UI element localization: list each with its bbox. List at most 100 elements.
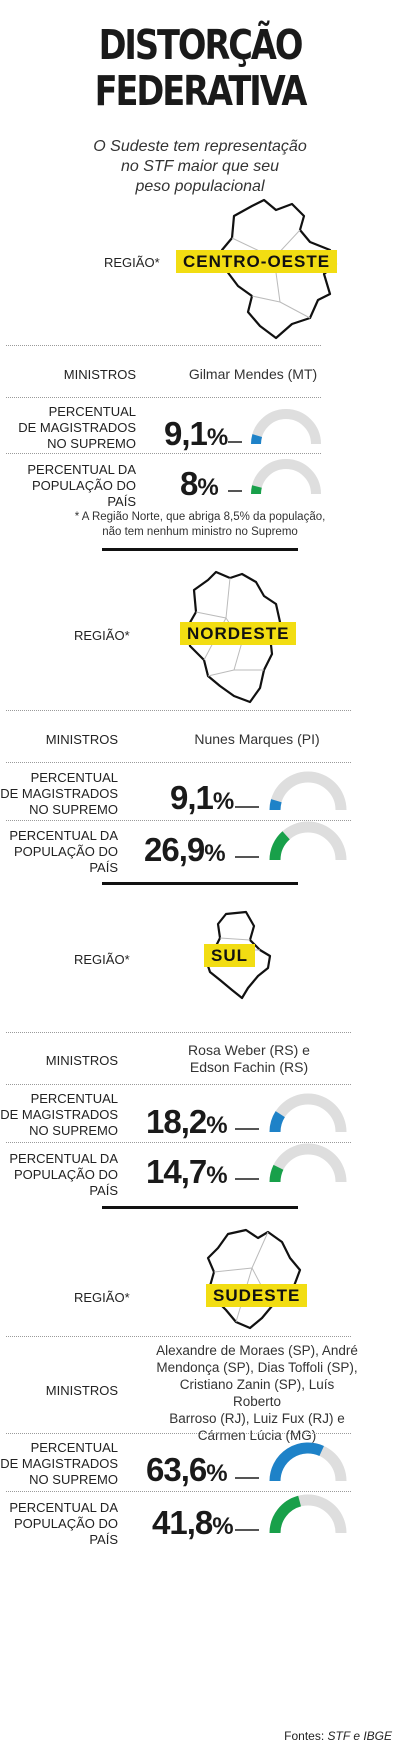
divider bbox=[6, 1491, 351, 1492]
magistrates-value: 9,1 bbox=[170, 779, 214, 816]
minister-line: Alexandre de Moraes (SP), André bbox=[156, 1343, 358, 1358]
percent-symbol: % bbox=[206, 1460, 227, 1487]
population-gauge bbox=[264, 1140, 354, 1191]
population-label-line: PERCENTUAL DA bbox=[9, 1500, 118, 1515]
magistrates-value: 9,1 bbox=[164, 415, 208, 452]
magistrates-gauge-value-arc bbox=[251, 434, 263, 445]
minister-names: Nunes Marques (PI) bbox=[182, 731, 332, 748]
leader-line bbox=[235, 1477, 259, 1479]
population-gauge bbox=[247, 454, 327, 504]
magistrates-gauge-value-arc bbox=[269, 1111, 286, 1133]
percent-symbol: % bbox=[204, 840, 225, 867]
ministers-label: MINISTROS bbox=[45, 1383, 118, 1398]
magistrates-gauge bbox=[264, 1090, 354, 1141]
magistrates-gauge bbox=[264, 768, 354, 819]
population-label: PERCENTUAL DA POPULAÇÃO DO PAÍS bbox=[0, 1500, 118, 1548]
minister-names: Gilmar Mendes (MT) bbox=[178, 366, 328, 383]
population-label: PERCENTUAL DA POPULAÇÃO DO PAÍS bbox=[0, 1151, 118, 1199]
population-label: PERCENTUAL DA POPULAÇÃO DO PAÍS bbox=[0, 828, 118, 876]
population-label-line: POPULAÇÃO DO PAÍS bbox=[13, 1516, 118, 1547]
footnote-line: * A Região Norte, que abriga 8,5% da pop… bbox=[74, 511, 326, 523]
magistrates-percent: 18,2% bbox=[146, 1103, 228, 1144]
gauge-track bbox=[269, 1143, 347, 1183]
magistrates-label-line: NO SUPREMO bbox=[47, 436, 136, 451]
leader-line bbox=[235, 806, 259, 808]
region-label: REGIÃO* bbox=[74, 628, 130, 643]
population-label-line: POPULAÇÃO DO PAÍS bbox=[13, 844, 118, 875]
percent-symbol: % bbox=[206, 1112, 227, 1139]
magistrates-percent: 63,6% bbox=[146, 1451, 228, 1492]
percent-symbol: % bbox=[206, 424, 228, 451]
minister-line: Mendonça (SP), Dias Toffoli (SP), bbox=[156, 1360, 358, 1375]
subtitle-line-1: O Sudeste tem representação bbox=[93, 138, 307, 155]
region-badge: SUDESTE bbox=[206, 1284, 308, 1307]
subtitle: O Sudeste tem representação no STF maior… bbox=[0, 137, 400, 197]
gauge-track bbox=[251, 459, 321, 495]
population-gauge bbox=[264, 818, 354, 869]
population-percent: 8% bbox=[180, 466, 219, 506]
ministers-label: MINISTROS bbox=[45, 732, 118, 747]
divider bbox=[6, 453, 321, 454]
divider bbox=[6, 1032, 351, 1033]
percent-symbol: % bbox=[212, 1513, 233, 1540]
footnote-line: não tem nenhum ministro no Supremo bbox=[102, 526, 298, 538]
percent-symbol: % bbox=[206, 1162, 227, 1189]
leader-line bbox=[228, 441, 242, 443]
divider bbox=[6, 1142, 351, 1143]
section-separator bbox=[102, 882, 298, 885]
leader-line bbox=[235, 856, 259, 858]
leader-line bbox=[235, 1529, 259, 1531]
population-gauge-value-arc bbox=[269, 1495, 302, 1534]
population-label-line: PERCENTUAL DA bbox=[9, 1151, 118, 1166]
gauge-track bbox=[251, 409, 321, 445]
region-badge: SUL bbox=[204, 944, 255, 967]
minister-line: Gilmar Mendes (MT) bbox=[188, 366, 318, 382]
magistrates-gauge-value-arc bbox=[269, 799, 282, 811]
magistrates-label-line: NO SUPREMO bbox=[29, 1123, 118, 1138]
minister-line: Cristiano Zanin (SP), Luís Roberto bbox=[179, 1377, 335, 1409]
divider bbox=[6, 820, 351, 821]
percent-symbol: % bbox=[197, 474, 218, 501]
divider bbox=[6, 1433, 351, 1434]
population-gauge-value-arc bbox=[269, 831, 291, 861]
region-label: REGIÃO* bbox=[74, 1290, 130, 1305]
magistrates-percent: 9,1% bbox=[170, 779, 234, 820]
magistrates-label-line: PERCENTUAL bbox=[30, 770, 118, 785]
minister-names: Alexandre de Moraes (SP), André Mendonça… bbox=[154, 1342, 360, 1444]
divider bbox=[6, 762, 351, 763]
magistrates-label: PERCENTUAL DE MAGISTRADOS NO SUPREMO bbox=[18, 404, 136, 452]
magistrates-label: PERCENTUAL DE MAGISTRADOS NO SUPREMO bbox=[0, 770, 118, 818]
magistrates-label-line: PERCENTUAL bbox=[30, 1440, 118, 1455]
section-separator bbox=[102, 1206, 298, 1209]
ministers-label: MINISTROS bbox=[63, 367, 136, 382]
population-percent: 14,7% bbox=[146, 1153, 228, 1194]
population-label-line: PERCENTUAL DA bbox=[9, 828, 118, 843]
subtitle-line-3: peso populacional bbox=[135, 178, 265, 195]
magistrates-label: PERCENTUAL DE MAGISTRADOS NO SUPREMO bbox=[0, 1440, 118, 1488]
section-separator bbox=[102, 548, 298, 551]
source-prefix: Fontes: bbox=[284, 1729, 328, 1743]
magistrates-percent: 9,1% bbox=[164, 415, 228, 456]
title-line-2: FEDERATIVA bbox=[94, 67, 308, 115]
population-value: 14,7 bbox=[146, 1153, 207, 1190]
population-label-line: POPULAÇÃO DO PAÍS bbox=[13, 1167, 118, 1198]
magistrates-value: 18,2 bbox=[146, 1103, 207, 1140]
subtitle-line-2: no STF maior que seu bbox=[120, 158, 279, 175]
minister-line: Edson Fachin (RS) bbox=[189, 1059, 309, 1075]
population-gauge bbox=[264, 1491, 354, 1542]
gauge-track bbox=[269, 1093, 347, 1133]
divider bbox=[6, 1084, 351, 1085]
minister-line: Rosa Weber (RS) e bbox=[188, 1042, 310, 1058]
divider bbox=[6, 397, 321, 398]
sudeste-map bbox=[206, 1228, 302, 1332]
population-label-line: PERCENTUAL DA bbox=[27, 462, 136, 477]
leader-line bbox=[228, 490, 242, 492]
magistrates-value: 63,6 bbox=[146, 1451, 207, 1488]
magistrates-label-line: PERCENTUAL bbox=[30, 1091, 118, 1106]
gauge-track bbox=[269, 771, 347, 811]
region-label: REGIÃO* bbox=[104, 255, 160, 270]
source-names: STF e IBGE bbox=[327, 1729, 392, 1743]
divider bbox=[6, 710, 351, 711]
population-percent: 26,9% bbox=[144, 832, 226, 872]
minister-line: Cármen Lúcia (MG) bbox=[197, 1428, 317, 1443]
